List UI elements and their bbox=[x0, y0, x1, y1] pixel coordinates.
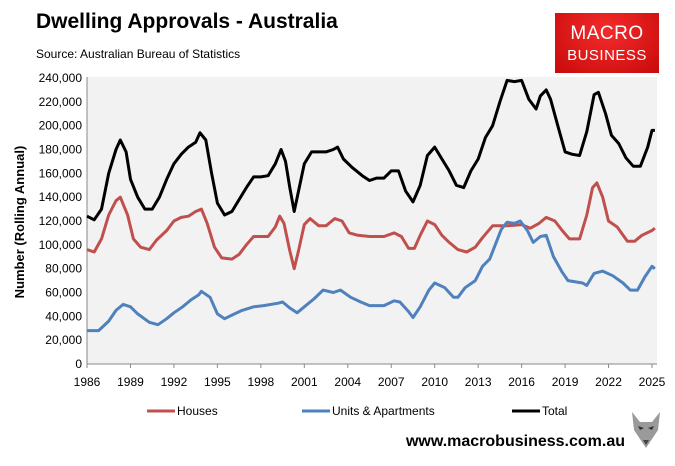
y-tick-label: 220,000 bbox=[39, 95, 83, 109]
y-tick-label: 0 bbox=[75, 357, 82, 371]
y-tick-label: 200,000 bbox=[39, 119, 83, 133]
x-tick-label: 2025 bbox=[639, 375, 666, 389]
y-tick-label: 80,000 bbox=[45, 262, 82, 276]
series-line-units-apartments bbox=[87, 219, 656, 333]
legend-label: Total bbox=[542, 404, 567, 418]
x-tick-label: 1986 bbox=[74, 375, 101, 389]
series-line-total bbox=[86, 78, 655, 222]
legend-label: Houses bbox=[177, 404, 218, 418]
logo-line1: MACRO bbox=[570, 23, 644, 44]
legend: Houses Units & Apartments Total bbox=[147, 404, 567, 418]
y-tick-label: 240,000 bbox=[39, 71, 83, 85]
y-axis-label: Number (Rolling Annual) bbox=[12, 146, 27, 299]
y-tick-label: 40,000 bbox=[45, 309, 82, 323]
y-tick-label: 100,000 bbox=[39, 238, 83, 252]
x-tick-label: 1998 bbox=[247, 375, 274, 389]
y-tick-label: 180,000 bbox=[39, 143, 83, 157]
x-tick-label: 2007 bbox=[378, 375, 405, 389]
y-tick-label: 160,000 bbox=[39, 166, 83, 180]
macrobusiness-logo: MACRO BUSINESS bbox=[555, 13, 659, 73]
plot-area bbox=[87, 77, 657, 364]
x-tick-label: 1992 bbox=[161, 375, 188, 389]
chart-source: Source: Australian Bureau of Statistics bbox=[36, 47, 241, 61]
y-tick-label: 20,000 bbox=[45, 333, 82, 347]
y-tick-label: 120,000 bbox=[39, 214, 83, 228]
wolf-logo-icon bbox=[632, 412, 660, 448]
legend-label: Units & Apartments bbox=[332, 404, 435, 418]
x-tick-label: 2001 bbox=[291, 375, 318, 389]
x-tick-label: 2004 bbox=[334, 375, 361, 389]
x-tick-label: 1995 bbox=[204, 375, 231, 389]
x-tick-label: 2019 bbox=[552, 375, 579, 389]
chart-title: Dwelling Approvals - Australia bbox=[36, 10, 338, 33]
website-url[interactable]: www.macrobusiness.com.au bbox=[405, 433, 625, 450]
axes: 0 20,000 40,000 60,000 80,000 100,000 120,000 1… bbox=[39, 71, 666, 389]
series-lines bbox=[86, 78, 656, 333]
x-tick-label: 1989 bbox=[117, 375, 144, 389]
x-tick-label: 2022 bbox=[595, 375, 622, 389]
y-tick-label: 60,000 bbox=[45, 286, 82, 300]
x-tick-label: 2013 bbox=[465, 375, 492, 389]
logo-line2: BUSINESS bbox=[567, 47, 647, 64]
x-tick-label: 2016 bbox=[508, 375, 535, 389]
y-tick-label: 140,000 bbox=[39, 190, 83, 204]
x-tick-label: 2010 bbox=[421, 375, 448, 389]
series-line-houses bbox=[86, 181, 656, 271]
